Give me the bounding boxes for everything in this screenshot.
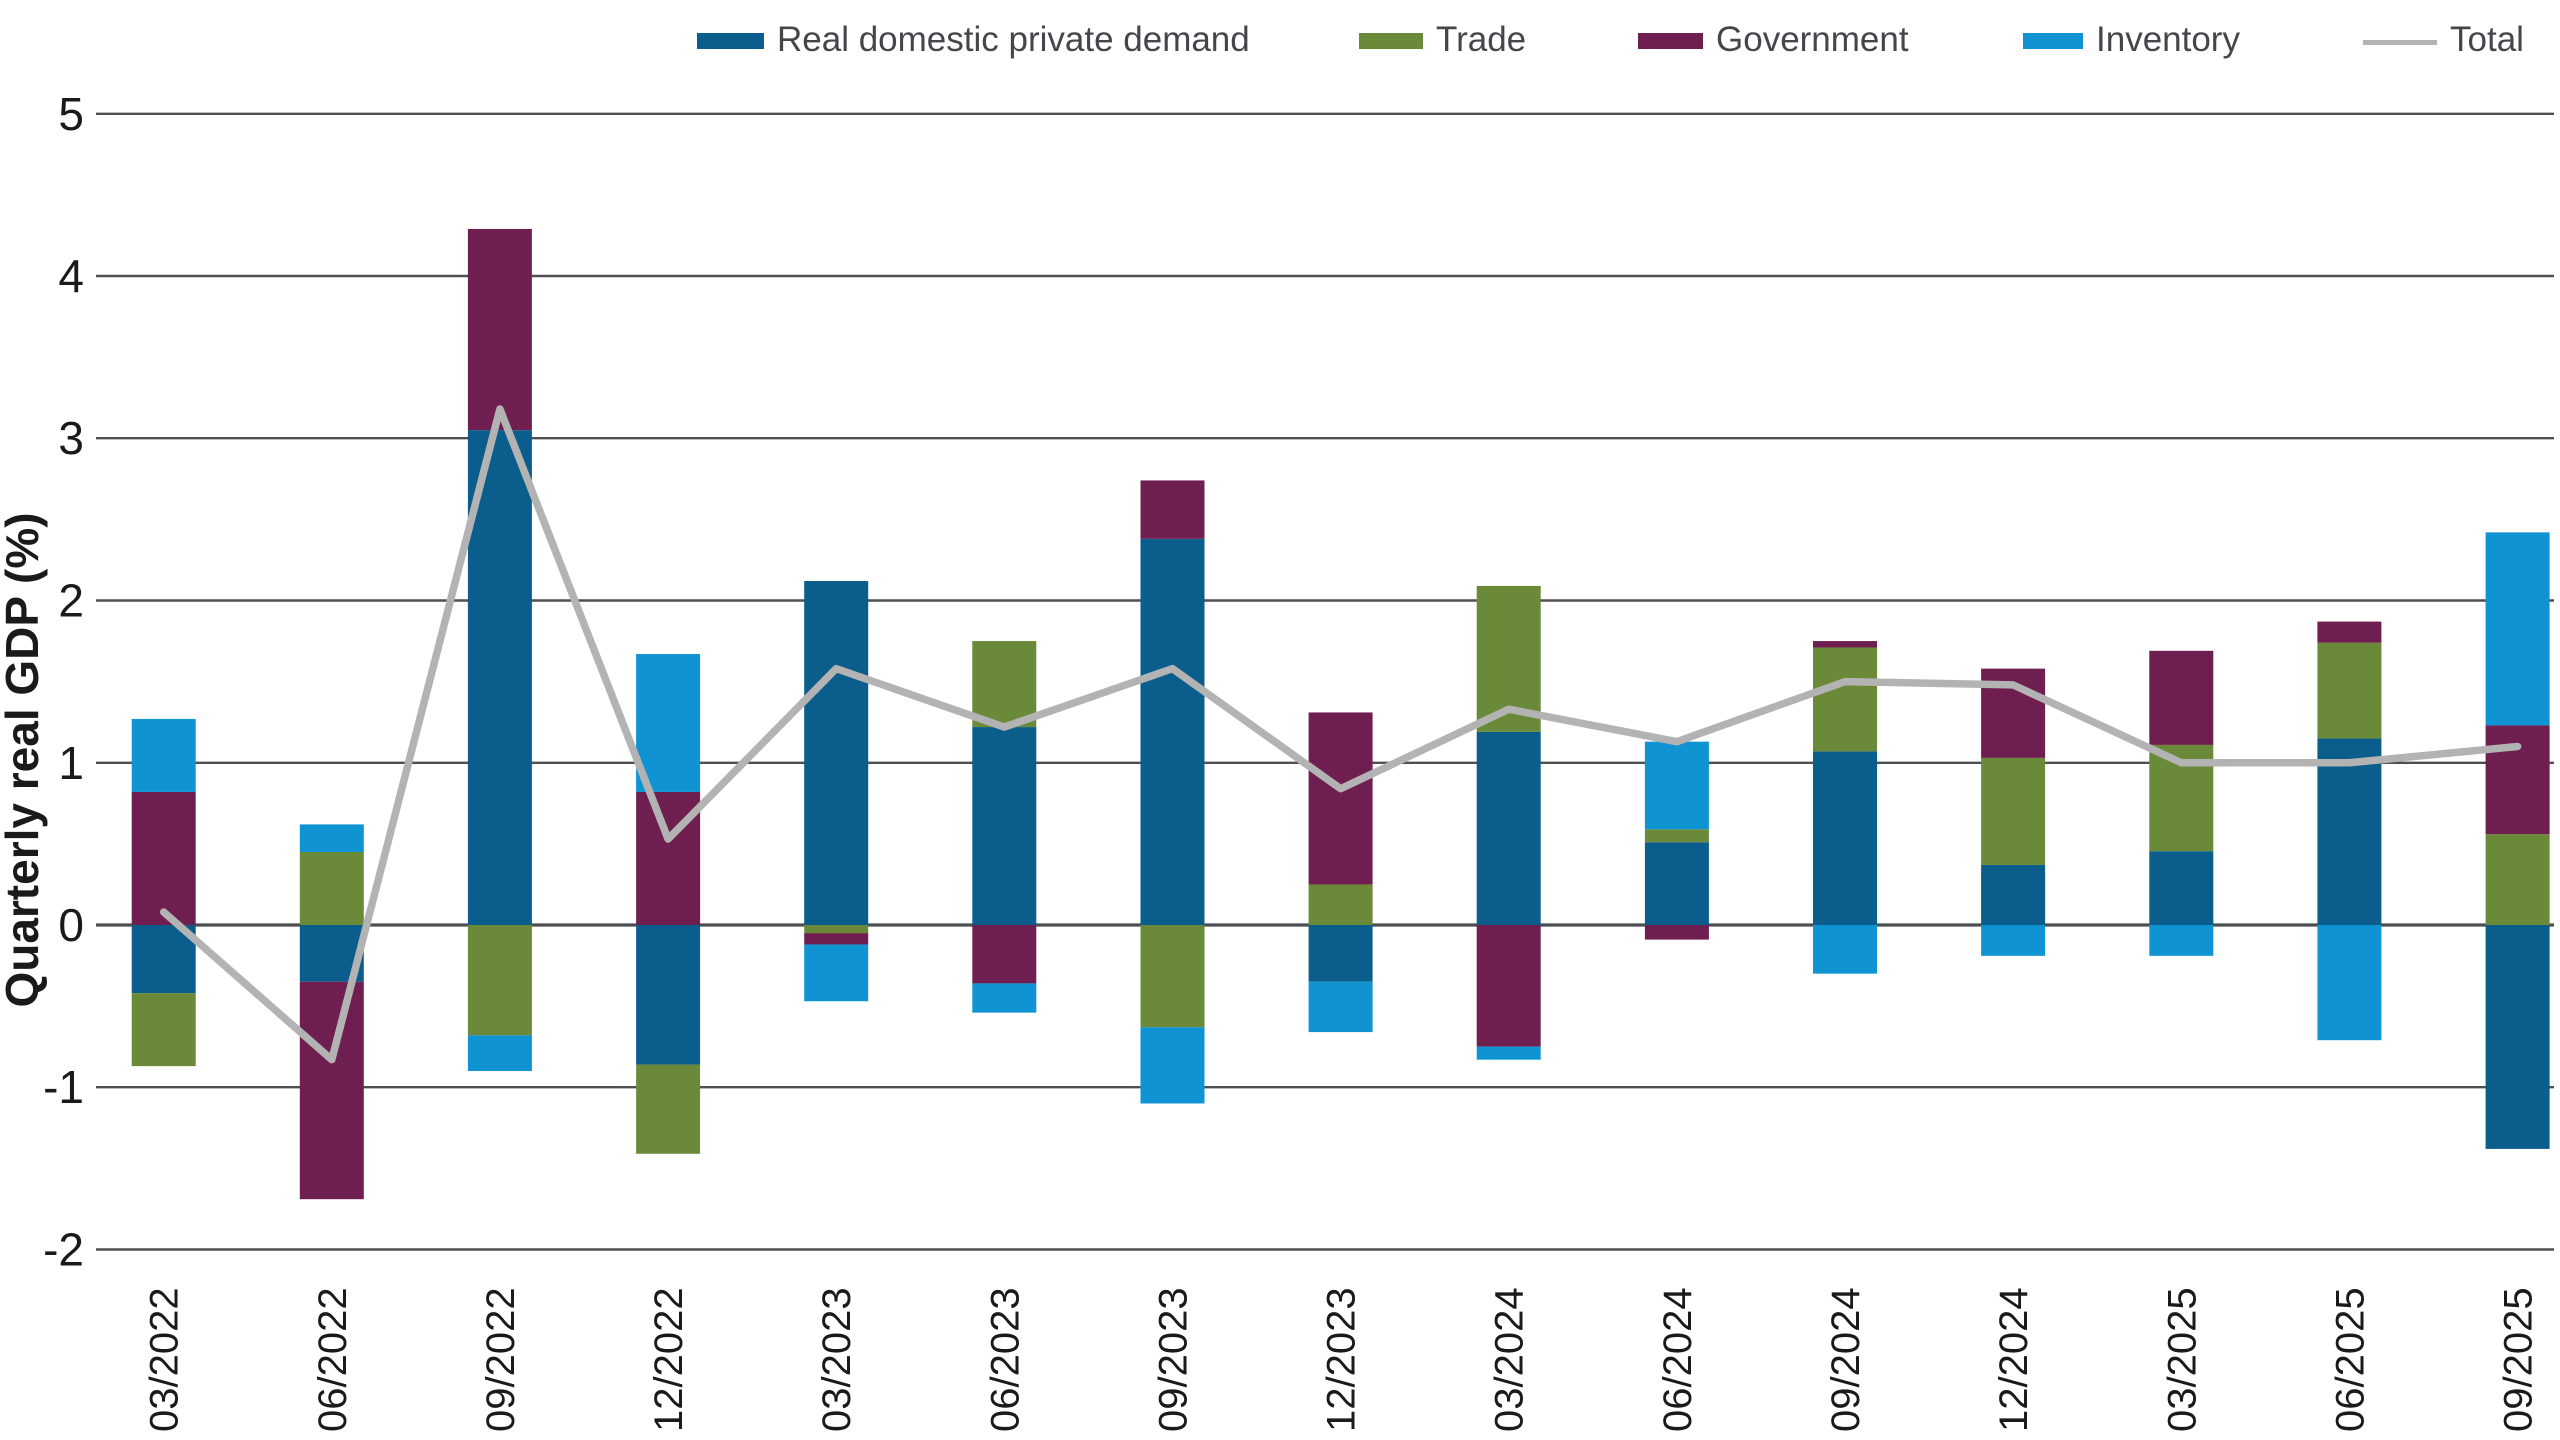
svg-text:09/2024: 09/2024 [1824, 1287, 1868, 1432]
svg-text:5: 5 [58, 88, 84, 140]
svg-text:0: 0 [58, 899, 84, 951]
svg-text:06/2024: 06/2024 [1656, 1287, 1700, 1432]
svg-text:-1: -1 [43, 1061, 84, 1113]
svg-text:06/2022: 06/2022 [311, 1287, 355, 1432]
svg-text:09/2023: 09/2023 [1152, 1287, 1196, 1432]
svg-text:-2: -2 [43, 1224, 84, 1276]
svg-text:03/2023: 03/2023 [815, 1287, 859, 1432]
svg-text:12/2024: 12/2024 [1992, 1287, 2036, 1432]
svg-text:12/2023: 12/2023 [1320, 1287, 1364, 1432]
svg-text:4: 4 [58, 250, 84, 302]
svg-text:12/2022: 12/2022 [647, 1287, 691, 1432]
svg-text:06/2025: 06/2025 [2328, 1287, 2372, 1432]
svg-text:03/2024: 03/2024 [1488, 1287, 1532, 1432]
svg-text:03/2022: 03/2022 [143, 1287, 187, 1432]
svg-text:2: 2 [58, 575, 84, 627]
svg-text:3: 3 [58, 412, 84, 464]
svg-text:09/2022: 09/2022 [479, 1287, 523, 1432]
svg-text:1: 1 [58, 737, 84, 789]
svg-text:06/2023: 06/2023 [983, 1287, 1027, 1432]
svg-text:03/2025: 03/2025 [2160, 1287, 2204, 1432]
svg-text:09/2025: 09/2025 [2497, 1287, 2541, 1432]
